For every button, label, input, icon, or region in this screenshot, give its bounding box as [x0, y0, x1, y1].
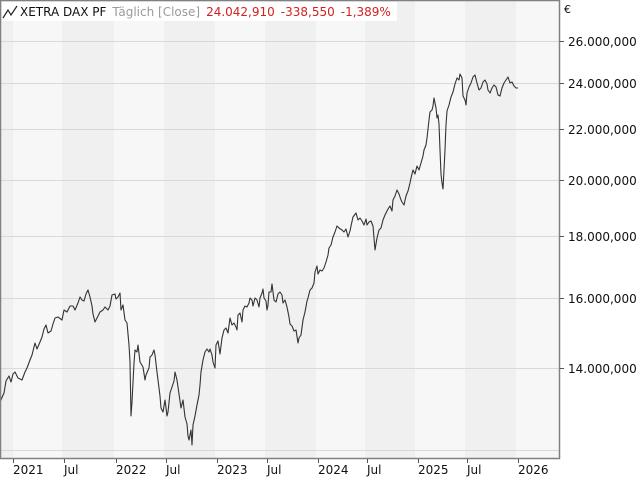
y-axis-ticks: [560, 41, 564, 369]
y-axis-label: 22.000,000: [568, 123, 637, 137]
last-price: 24.042,910: [206, 4, 275, 19]
x-axis-label: 2025: [418, 463, 449, 477]
plot-border: [0, 0, 561, 460]
y-axis-label: 14.000,000: [568, 362, 637, 376]
x-axis-label: 2026: [518, 463, 549, 477]
x-axis-label: 2022: [116, 463, 147, 477]
x-axis-label: 2021: [13, 463, 44, 477]
x-axis-label: Jul: [166, 463, 181, 477]
price-change: -338,550: [280, 4, 335, 19]
y-axis-label: 26.000,000: [568, 35, 637, 49]
y-axis-label: 18.000,000: [568, 230, 637, 244]
price-line: [0, 73, 518, 446]
x-axis-label: Jul: [467, 463, 482, 477]
price-change-pct: -1,389%: [340, 4, 391, 19]
x-axis-label: 2023: [217, 463, 248, 477]
x-axis-label: Jul: [267, 463, 282, 477]
x-axis-label: 2024: [318, 463, 349, 477]
y-axis-label: 20.000,000: [568, 174, 637, 188]
y-axis-label: 24.000,000: [568, 77, 637, 91]
x-axis-label: Jul: [367, 463, 382, 477]
x-axis-label: Jul: [64, 463, 79, 477]
x-axis-ticks: [13, 459, 519, 463]
instrument-name: XETRA DAX PF: [20, 4, 107, 19]
line-chart-icon: [2, 5, 18, 18]
currency-label: €: [564, 3, 571, 16]
y-axis-label: 16.000,000: [568, 292, 637, 306]
gridlines: [0, 41, 560, 451]
period-bands: [0, 0, 516, 459]
frequency-label: Täglich [Close]: [112, 4, 201, 19]
chart-legend: XETRA DAX PF Täglich [Close] 24.042,910 …: [2, 2, 397, 21]
